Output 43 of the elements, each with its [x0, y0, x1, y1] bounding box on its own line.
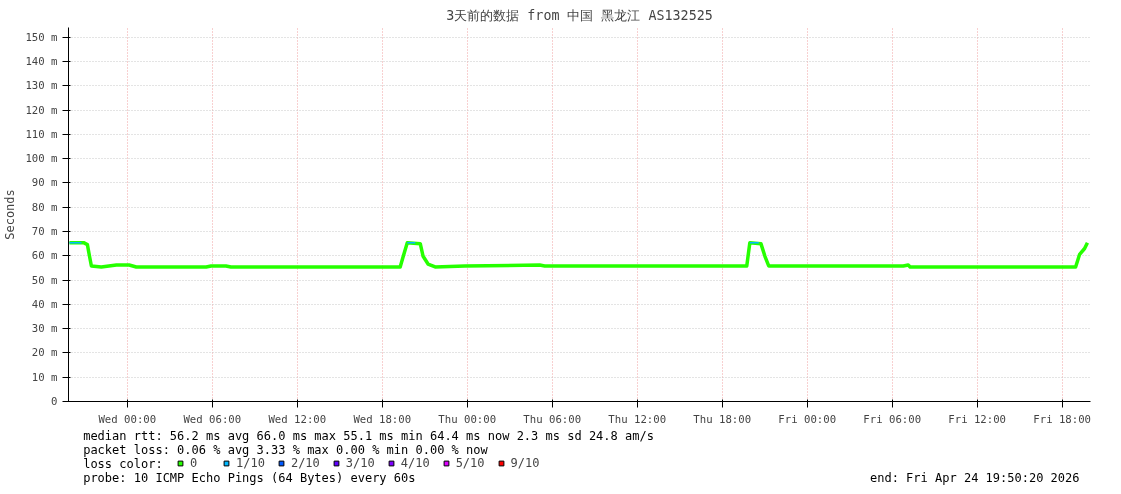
x-tick-label: Fri 06:00: [863, 412, 922, 426]
text: end: Fri Apr 24 19:50:20 2026: [869, 470, 1080, 485]
y-tick-label: 110 m: [25, 127, 58, 141]
y-tick-label: 10 m: [31, 370, 58, 384]
y-tick-label: 80 m: [31, 200, 58, 214]
y-tick-label: 100 m: [25, 152, 58, 166]
line-series: [68, 240, 1090, 269]
legend-label: 0: [190, 456, 199, 470]
y-tick-label: 70 m: [31, 225, 58, 238]
x-tick-label: Wed 12:00: [268, 412, 327, 426]
y-tick-label: 140 m: [25, 55, 58, 68]
legend-label: 2/10: [290, 456, 320, 470]
x-tick-label: Fri 00:00: [778, 412, 837, 426]
x-tick-label: Wed 18:00: [353, 412, 412, 426]
legend-label: 5/10: [455, 456, 485, 470]
y-tick-label: 130 m: [25, 79, 58, 93]
x-tick-label: Wed 06:00: [183, 412, 242, 426]
y-axis-title: Seconds: [3, 189, 18, 240]
legend-title: loss color:: [83, 456, 163, 471]
y-tick-label: 20 m: [31, 346, 58, 360]
y-tick-label: 40 m: [31, 297, 58, 311]
x-tick-label: Thu 00:00: [438, 412, 497, 426]
text: median rtt: 56.2 ms avg 66.0 ms max 55.1 ms min 64.4 ms now 2.3 ms sd 24.8 am/s: [83, 428, 654, 443]
legend-label: 9/10: [510, 456, 540, 470]
y-tick-label: 60 m: [31, 249, 58, 263]
y-tick-label: 120 m: [25, 103, 58, 117]
y-tick-label: 90 m: [31, 176, 58, 190]
y-tick-label: 30 m: [31, 322, 58, 336]
x-tick-label: Thu 18:00: [693, 412, 752, 426]
legend-label: 4/10: [400, 456, 430, 470]
chart-title: 3天前的数据 from 中国 黑龙江 AS132525: [446, 7, 713, 23]
y-tick-label: 0: [51, 395, 58, 408]
x-tick-label: Fri 18:00: [1033, 412, 1092, 426]
legend-label: 3/10: [345, 456, 375, 470]
text: probe: 10 ICMP Echo Pings (64 Bytes) every 60s: [83, 470, 416, 485]
legend-label: 1/10: [236, 456, 265, 470]
x-tick-label: Wed 00:00: [98, 412, 157, 426]
x-tick-label: Thu 06:00: [523, 412, 582, 426]
x-tick-label: Thu 12:00: [608, 412, 667, 426]
y-tick-label: 50 m: [31, 273, 58, 287]
text: packet loss: 0.06 % avg 3.33 % max 0.00 % min 0.00 % now: [83, 442, 489, 457]
x-tick-label: Fri 12:00: [948, 412, 1007, 426]
y-tick-label: 150 m: [25, 30, 58, 44]
